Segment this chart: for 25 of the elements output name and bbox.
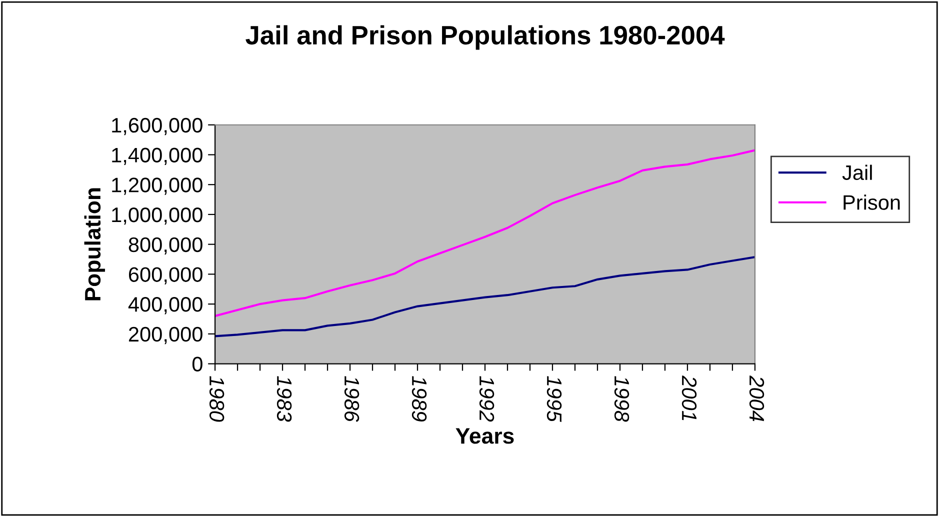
y-tick-label: 200,000 — [128, 326, 202, 344]
chart-title: Jail and Prison Populations 1980-2004 — [246, 25, 725, 50]
y-tick-label: 1,000,000 — [112, 207, 202, 225]
y-tick-label: 1,400,000 — [112, 148, 202, 165]
x-tick-label: 1998 — [614, 376, 630, 422]
y-tick-label: 600,000 — [128, 267, 202, 284]
y-tick-label: 1,600,000 — [112, 118, 202, 136]
y-tick-label: 0 — [192, 356, 202, 372]
x-tick-label: 1986 — [344, 376, 360, 422]
y-tick-label: 800,000 — [128, 237, 202, 255]
line-series — [215, 149, 755, 318]
line-series — [215, 256, 755, 338]
legend-label: Jail — [842, 164, 872, 180]
x-tick-label: 1983 — [276, 376, 292, 422]
x-tick-label: 1995 — [546, 376, 562, 422]
legend-label: Prison — [844, 194, 900, 210]
y-axis-title: Population — [84, 188, 105, 300]
x-axis-title: Years — [456, 428, 514, 444]
x-tick-label: 1989 — [412, 376, 427, 422]
x-tick-label: 2004 — [749, 375, 764, 422]
x-tick-label: 1980 — [209, 376, 224, 422]
x-tick-label: 1992 — [479, 376, 494, 422]
x-tick-label: 2001 — [682, 375, 697, 420]
y-tick-label: 400,000 — [128, 297, 202, 314]
y-tick-label: 1,200,000 — [112, 178, 202, 195]
